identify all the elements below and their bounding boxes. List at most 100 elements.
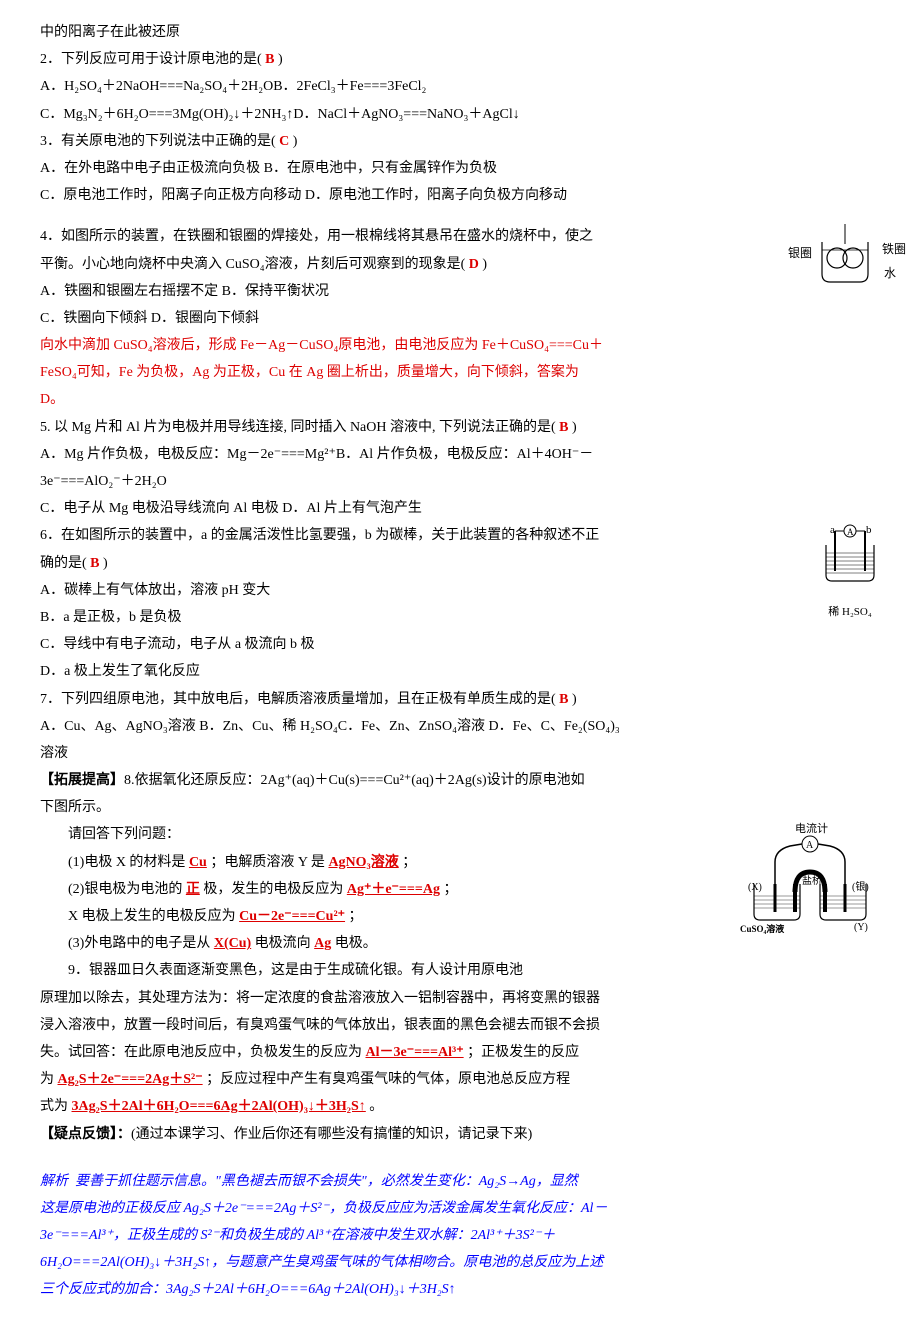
q5-optC: C．电子从 Mg 电极沿导线流向 Al 电极 D．Al 片上有气泡产生 (40, 496, 880, 521)
q8-p2b: 极，发生的电极反应为 (203, 882, 343, 897)
fig4-right-label2: 水 (884, 266, 896, 280)
q8-p3b: 电极流向 (255, 936, 311, 951)
analysis-l4: 6H₂O===2Al(OH)₃↓＋3H₂S↑，与题意产生臭鸡蛋气味的气体相吻合。… (40, 1250, 880, 1275)
q7-ans: B (559, 692, 568, 707)
q9-stem4b: ；正极发生的反应 (467, 1045, 579, 1060)
fig6-b: b (866, 524, 872, 536)
q6-figure: a b A 稀 H₂SO₄ (820, 523, 880, 603)
q6-stem2: 确的是( (40, 556, 87, 571)
q4-expl1: 向水中滴加 CuSO₄溶液后，形成 Fe－Ag－CuSO₄原电池，由电池反应为 … (40, 333, 880, 358)
q8-stem2: 下图所示。 (40, 795, 880, 820)
q8-p2c: ； (443, 882, 457, 897)
q4-close: ) (482, 257, 487, 272)
q7-optA: A．Cu、Ag、AgNO₃溶液 B．Zn、Cu、稀 H₂SO₄C．Fe、Zn、Z… (40, 714, 880, 739)
q9-stem6a: 式为 (40, 1099, 68, 1114)
q8-p1-ans1: Cu (189, 855, 207, 870)
q8-p3-ans2: Ag (314, 936, 331, 951)
q8-figure: 电流计 A 盐桥 (X) (银) CuSO₄溶液 (Y) (740, 822, 880, 942)
q3-text: 3．有关原电池的下列说法中正确的是( (40, 134, 276, 149)
q4-ans: D (469, 257, 479, 272)
q8-p2-ans1: 正 (186, 882, 200, 897)
fig4-right-label1: 铁圈 (882, 242, 906, 256)
fig8-x: (X) (748, 882, 762, 893)
q8-p2a: (2)银电极为电池的 (68, 882, 182, 897)
line-1: 中的阳离子在此被还原 (40, 20, 880, 45)
q4-stem1: 4．如图所示的装置，在铁圈和银圈的焊接处，用一根棉线将其悬吊在盛水的烧杯中，使之 (40, 224, 880, 249)
feedback: 【疑点反馈】：(通过本课学习、作业后你还有哪些没有搞懂的知识，请记录下来) (40, 1122, 880, 1147)
q9-stem5: 为 Ag₂S＋2e⁻===2Ag＋S²⁻ ；反应过程中产生有臭鸡蛋气味的气体，原… (40, 1067, 880, 1092)
q9-stem5b: ；反应过程中产生有臭鸡蛋气味的气体，原电池总反应方程 (206, 1072, 570, 1087)
q6-optA: A．碳棒上有气体放出，溶液 pH 变大 (40, 578, 880, 603)
q9-ans3: 3Ag₂S＋2Al＋6H₂O===6Ag＋2Al(OH)₃↓＋3H₂S↑ (72, 1099, 366, 1114)
q9-stem2: 原理加以除去，其处理方法为：将一定浓度的食盐溶液放入一铝制容器中，再将变黑的银器 (40, 986, 880, 1011)
q8-p3c: 电极。 (335, 936, 377, 951)
q9-ans2: Ag₂S＋2e⁻===2Ag＋S²⁻ (58, 1072, 203, 1087)
q8-p1b: ；电解质溶液 Y 是 (210, 855, 325, 870)
q3-close: ) (293, 134, 298, 149)
q2-close: ) (278, 52, 283, 67)
q8-p1a: (1)电极 X 的材料是 (68, 855, 185, 870)
q9-stem6b: 。 (369, 1099, 383, 1114)
q4-figure: 银圈 铁圈 水 (810, 224, 880, 294)
q7-close: ) (572, 692, 577, 707)
analysis-l3: 3e⁻===Al³⁺，正极生成的 S²⁻和负极生成的 Al³⁺在溶液中发生双水解… (40, 1223, 880, 1248)
q2-ans: B (265, 52, 274, 67)
feedback-title: 【疑点反馈】： (40, 1127, 131, 1142)
analysis-l5: 三个反应式的加合：3Ag₂S＋2Al＋6H₂O===6Ag＋2Al(OH)₃↓＋… (40, 1277, 880, 1302)
fig8-right-sol: (Y) (854, 922, 868, 933)
q9-stem3: 浸入溶液中，放置一段时间后，有臭鸡蛋气味的气体放出，银表面的黑色会褪去而银不会损 (40, 1013, 880, 1038)
q8-p3a: (3)外电路中的电子是从 (68, 936, 210, 951)
q6-stem2-wrap: 确的是( B ) (40, 551, 880, 576)
q9-stem5a: 为 (40, 1072, 54, 1087)
q7-optA2: 溶液 (40, 741, 880, 766)
q6-stem1: 6．在如图所示的装置中，a 的金属活泼性比氢要强，b 为碳棒，关于此装置的各种叙… (40, 523, 880, 548)
q8-stem1: 8.依据氧化还原反应：2Ag⁺(aq)＋Cu(s)===Cu²⁺(aq)＋2Ag… (124, 773, 585, 788)
q4-expl2: FeSO₄可知，Fe 为负极，Ag 为正极，Cu 在 Ag 圈上析出，质量增大，… (40, 360, 880, 385)
q3-stem: 3．有关原电池的下列说法中正确的是( C ) (40, 129, 880, 154)
q2-text: 2．下列反应可用于设计原电池的是( (40, 52, 262, 67)
q9-stem4a: 失。试回答：在此原电池反应中，负极发生的反应为 (40, 1045, 362, 1060)
q5-stem: 5. 以 Mg 片和 Al 片为电极并用导线连接, 同时插入 NaOH 溶液中,… (40, 415, 880, 440)
fig6-meter: A (847, 527, 854, 537)
q6-optD: D．a 极上发生了氧化反应 (40, 659, 880, 684)
q3-optA: A．在外电路中电子由正极流向负极 B．在原电池中，只有金属锌作为负极 (40, 156, 880, 181)
q5-ans: B (559, 420, 568, 435)
fig4-left-label: 银圈 (788, 246, 812, 260)
q8-p1-ans2: AgNO₃溶液 (328, 855, 398, 870)
q5-optA2: 3e⁻===AlO₂⁻＋2H₂O (40, 469, 880, 494)
q6-optC: C．导线中有电子流动，电子从 a 极流向 b 极 (40, 632, 880, 657)
q9-ans1: Al－3e⁻===Al³⁺ (366, 1045, 464, 1060)
q4-stem2-wrap: 平衡。小心地向烧杯中央滴入 CuSO₄溶液，片刻后可观察到的现象是( D ) (40, 252, 880, 277)
q8-title: 【拓展提高】 (40, 773, 124, 788)
q6-close: ) (103, 556, 108, 571)
q7-stem: 7．下列四组原电池，其中放电后，电解质溶液质量增加，且在正极有单质生成的是( B… (40, 687, 880, 712)
fig8-left-sol: CuSO₄溶液 (740, 923, 785, 934)
q7-text: 7．下列四组原电池，其中放电后，电解质溶液质量增加，且在正极有单质生成的是( (40, 692, 556, 707)
q9-stem6: 式为 3Ag₂S＋2Al＋6H₂O===6Ag＋2Al(OH)₃↓＋3H₂S↑ … (40, 1094, 880, 1119)
analysis-l1t: 要善于抓住题示信息。"黑色褪去而银不会损失"，必然发生变化：Ag₂S→Ag，显然 (75, 1174, 578, 1189)
q8-p2-ans2: Ag⁺＋e⁻===Ag (347, 882, 440, 897)
q8-p2e: ； (349, 909, 363, 924)
q8-p1c: ； (402, 855, 416, 870)
q4-optC: C．铁圈向下倾斜 D．银圈向下倾斜 (40, 306, 880, 331)
analysis-title: 解析 (40, 1174, 68, 1189)
q3-optC: C．原电池工作时，阳离子向正极方向移动 D．原电池工作时，阳离子向负极方向移动 (40, 183, 880, 208)
q4-expl3: D。 (40, 387, 880, 412)
analysis-l2: 这是原电池的正极反应 Ag₂S＋2e⁻===2Ag＋S²⁻，负极反应应为活泼金属… (40, 1196, 880, 1221)
q2-stem: 2．下列反应可用于设计原电池的是( B ) (40, 47, 880, 72)
q4-stem2: 平衡。小心地向烧杯中央滴入 CuSO₄溶液，片刻后可观察到的现象是( (40, 257, 465, 272)
q3-ans: C (279, 134, 289, 149)
q5-text: 5. 以 Mg 片和 Al 片为电极并用导线连接, 同时插入 NaOH 溶液中,… (40, 420, 556, 435)
fig8-bridge: 盐桥 (802, 874, 822, 887)
fig6-label: 稀 H₂SO₄ (820, 603, 880, 623)
q6-optB: B．a 是正极，b 是负极 (40, 605, 880, 630)
fig8-meter-sym: A (806, 840, 814, 851)
q5-close: ) (572, 420, 577, 435)
feedback-text: (通过本课学习、作业后你还有哪些没有搞懂的知识，请记录下来) (131, 1127, 532, 1142)
q8-p3-ans1: X(Cu) (214, 936, 251, 951)
q8-p2d: X 电极上发生的电极反应为 (68, 909, 236, 924)
q9-stem4: 失。试回答：在此原电池反应中，负极发生的反应为 Al－3e⁻===Al³⁺ ；正… (40, 1040, 880, 1065)
q4-optA: A．铁圈和银圈左右摇摆不定 B．保持平衡状况 (40, 279, 880, 304)
q2-optA: A．H₂SO₄＋2NaOH===Na₂SO₄＋2H₂OB．2FeCl₃＋Fe==… (40, 74, 880, 99)
q8-title-wrap: 【拓展提高】8.依据氧化还原反应：2Ag⁺(aq)＋Cu(s)===Cu²⁺(a… (40, 768, 880, 793)
